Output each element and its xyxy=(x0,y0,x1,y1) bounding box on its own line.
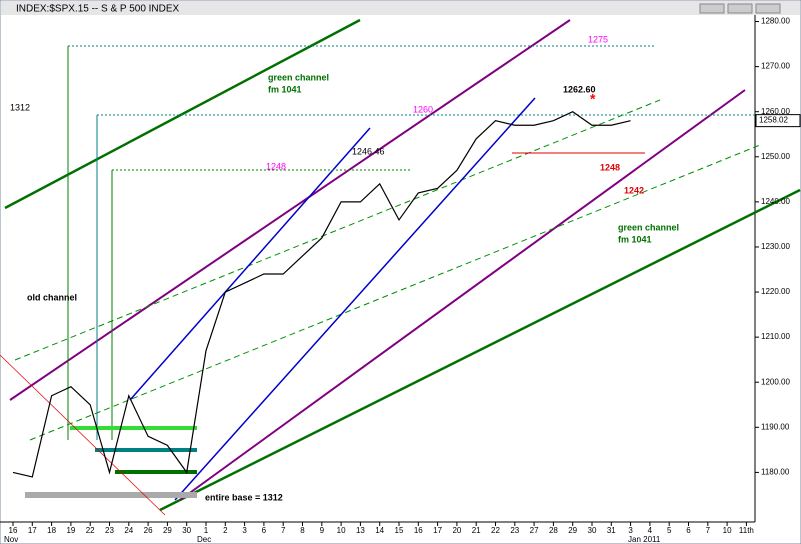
x-tick-label: 16 xyxy=(9,526,18,535)
annotation: green channel xyxy=(618,222,679,232)
price-line xyxy=(12,111,631,478)
y-tick-label: 1210.00 xyxy=(761,332,790,341)
y-tick-label: 1190.00 xyxy=(761,422,790,431)
annotation: 1275 xyxy=(588,34,608,44)
annotation: entire base = 1312 xyxy=(205,492,283,502)
x-tick-label: 15 xyxy=(395,526,404,535)
x-tick-label: 10 xyxy=(723,526,732,535)
x-tick-label: 29 xyxy=(163,526,172,535)
x-tick-label: 4 xyxy=(648,526,653,535)
last-price-box xyxy=(755,114,801,128)
x-tick-label: 24 xyxy=(124,526,133,535)
button[interactable] xyxy=(727,3,753,14)
button[interactable] xyxy=(699,3,725,14)
x-tick-label: 27 xyxy=(530,526,539,535)
window-buttons[interactable] xyxy=(699,3,781,14)
y-tick-label: 1220.00 xyxy=(761,287,790,296)
x-tick-label: 3 xyxy=(242,526,247,535)
annotation: fm 1041 xyxy=(268,84,302,94)
annotation: 1312 xyxy=(10,102,30,112)
x-tick-label: 2 xyxy=(223,526,228,535)
button[interactable] xyxy=(755,3,781,14)
x-tick-label: 14 xyxy=(375,526,384,535)
x-tick-label: 7 xyxy=(281,526,286,535)
month-label: Nov xyxy=(4,535,18,544)
x-tick-label: 8 xyxy=(300,526,305,535)
x-tick-label: 22 xyxy=(491,526,500,535)
x-tick-label: 21 xyxy=(472,526,481,535)
y-tick-label: 1270.00 xyxy=(761,62,790,71)
x-tick-label: 23 xyxy=(510,526,519,535)
annotation: 1246.46 xyxy=(352,146,385,156)
y-tick-label: 1200.00 xyxy=(761,377,790,386)
x-tick-label: 22 xyxy=(86,526,95,535)
x-tick-label: 26 xyxy=(144,526,153,535)
month-label: Dec xyxy=(197,535,211,544)
x-tick-label: 9 xyxy=(320,526,325,535)
x-tick-label: 18 xyxy=(47,526,56,535)
annotation: 1248 xyxy=(600,162,620,172)
x-tick-label: 31 xyxy=(607,526,616,535)
annotation: green channel xyxy=(268,72,329,82)
x-tick-label: 30 xyxy=(588,526,597,535)
x-tick-label: 19 xyxy=(66,526,75,535)
x-tick-label: 29 xyxy=(568,526,577,535)
annotation: 1260 xyxy=(413,104,433,114)
title-bar xyxy=(1,1,800,15)
annotation: old channel xyxy=(27,292,77,302)
month-label: Jan 2011 xyxy=(628,535,661,544)
x-tick-label: 20 xyxy=(452,526,461,535)
y-tick-label: 1280.00 xyxy=(761,17,790,26)
x-tick-label: 17 xyxy=(28,526,37,535)
y-tick-label: 1180.00 xyxy=(761,468,790,477)
annotation: fm 1041 xyxy=(618,234,652,244)
x-tick-label: 3 xyxy=(628,526,633,535)
chart-title: INDEX:$SPX.15 -- S & P 500 INDEX xyxy=(16,4,180,15)
x-tick-label: 6 xyxy=(686,526,691,535)
star: * xyxy=(590,91,596,107)
x-tick-label: 23 xyxy=(105,526,114,535)
x-tick-label: 13 xyxy=(356,526,365,535)
trend-lines xyxy=(0,18,801,516)
x-tick-label: 30 xyxy=(182,526,191,535)
x-tick-label: 6 xyxy=(262,526,267,535)
y-tick-label: 1240.00 xyxy=(761,197,790,206)
last-price: 1258.02 xyxy=(759,116,788,125)
annotation: 1242 xyxy=(624,185,644,195)
x-tick-label: 7 xyxy=(706,526,711,535)
x-tick-label: 17 xyxy=(433,526,442,535)
x-tick-label: 11th xyxy=(739,526,754,535)
x-tick-label: 10 xyxy=(337,526,346,535)
y-tick-label: 1230.00 xyxy=(761,242,790,251)
y-tick-label: 1260.00 xyxy=(761,107,790,116)
x-tick-label: 28 xyxy=(549,526,558,535)
annotation: 1248 xyxy=(266,161,286,171)
y-tick-label: 1250.00 xyxy=(761,152,790,161)
x-tick-label: 1 xyxy=(204,526,209,535)
annotation: 1262.60 xyxy=(563,84,596,94)
x-tick-label: 16 xyxy=(414,526,423,535)
x-tick-label: 5 xyxy=(667,526,672,535)
